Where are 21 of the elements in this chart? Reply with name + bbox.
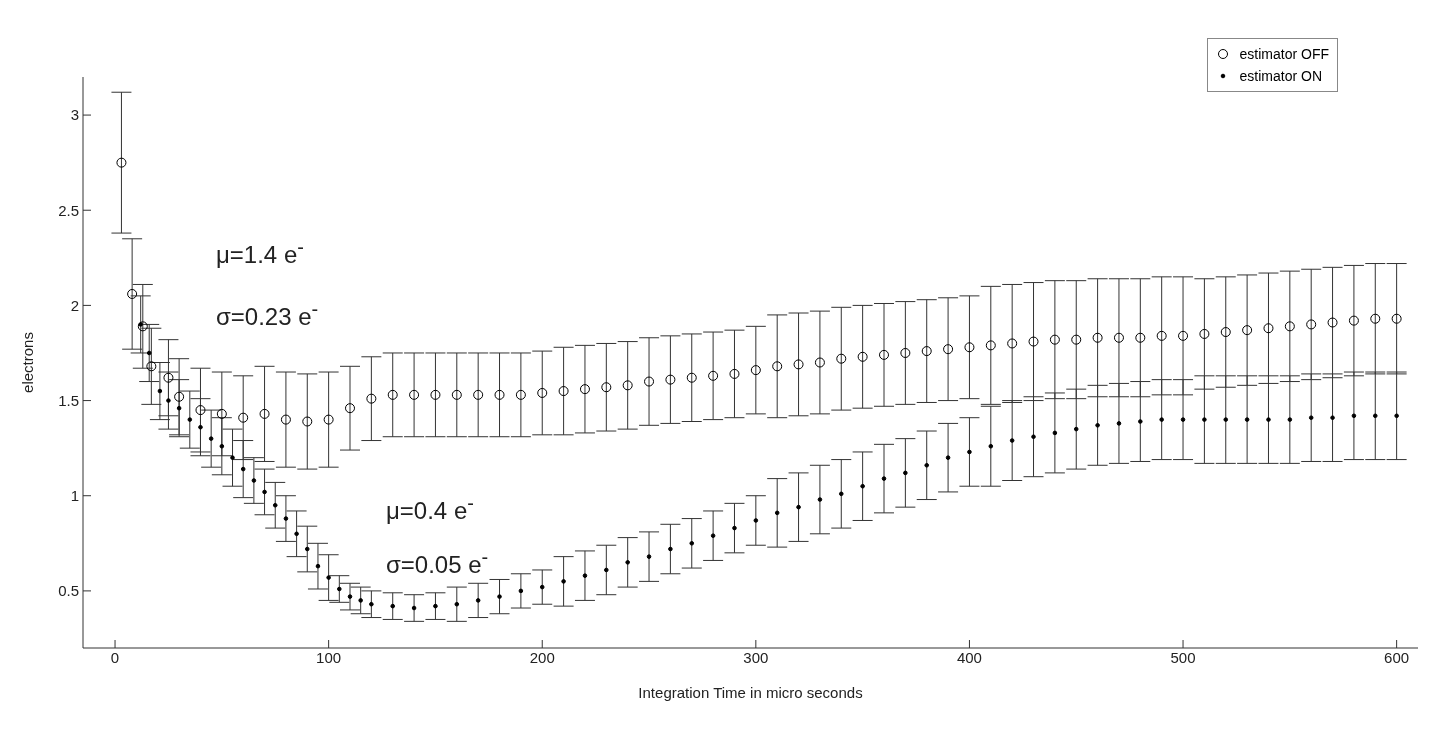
annotation: μ=0.4 e$^{-}$ — [386, 492, 474, 525]
annotation: σ=0.05 e$^{-}$ — [386, 546, 489, 579]
x-tick-label: 600 — [1384, 648, 1410, 666]
x-tick-label: 500 — [1170, 648, 1196, 666]
x-tick-label: 400 — [956, 648, 982, 666]
y-axis-title: electrons — [19, 332, 37, 393]
y-tick-label: 2.5 — [58, 201, 79, 219]
y-tick-label: 3 — [70, 106, 79, 124]
y-tick-label: 1 — [70, 487, 79, 505]
legend-label: estimator OFF — [1239, 46, 1329, 62]
x-axis-title: Integration Time in micro seconds — [638, 684, 863, 701]
x-tick-label: 200 — [529, 648, 555, 666]
y-tick-label: 1.5 — [58, 391, 79, 409]
legend-label: estimator ON — [1239, 68, 1322, 84]
x-tick-label: 100 — [316, 648, 342, 666]
x-tick-label: 0 — [110, 648, 120, 666]
annotation: σ=0.23 e$^{-}$ — [216, 298, 319, 331]
y-tick-label: 0.5 — [58, 582, 79, 600]
x-tick-label: 300 — [743, 648, 769, 666]
annotation: μ=1.4 e$^{-}$ — [216, 236, 304, 269]
y-tick-label: 2 — [70, 296, 79, 314]
